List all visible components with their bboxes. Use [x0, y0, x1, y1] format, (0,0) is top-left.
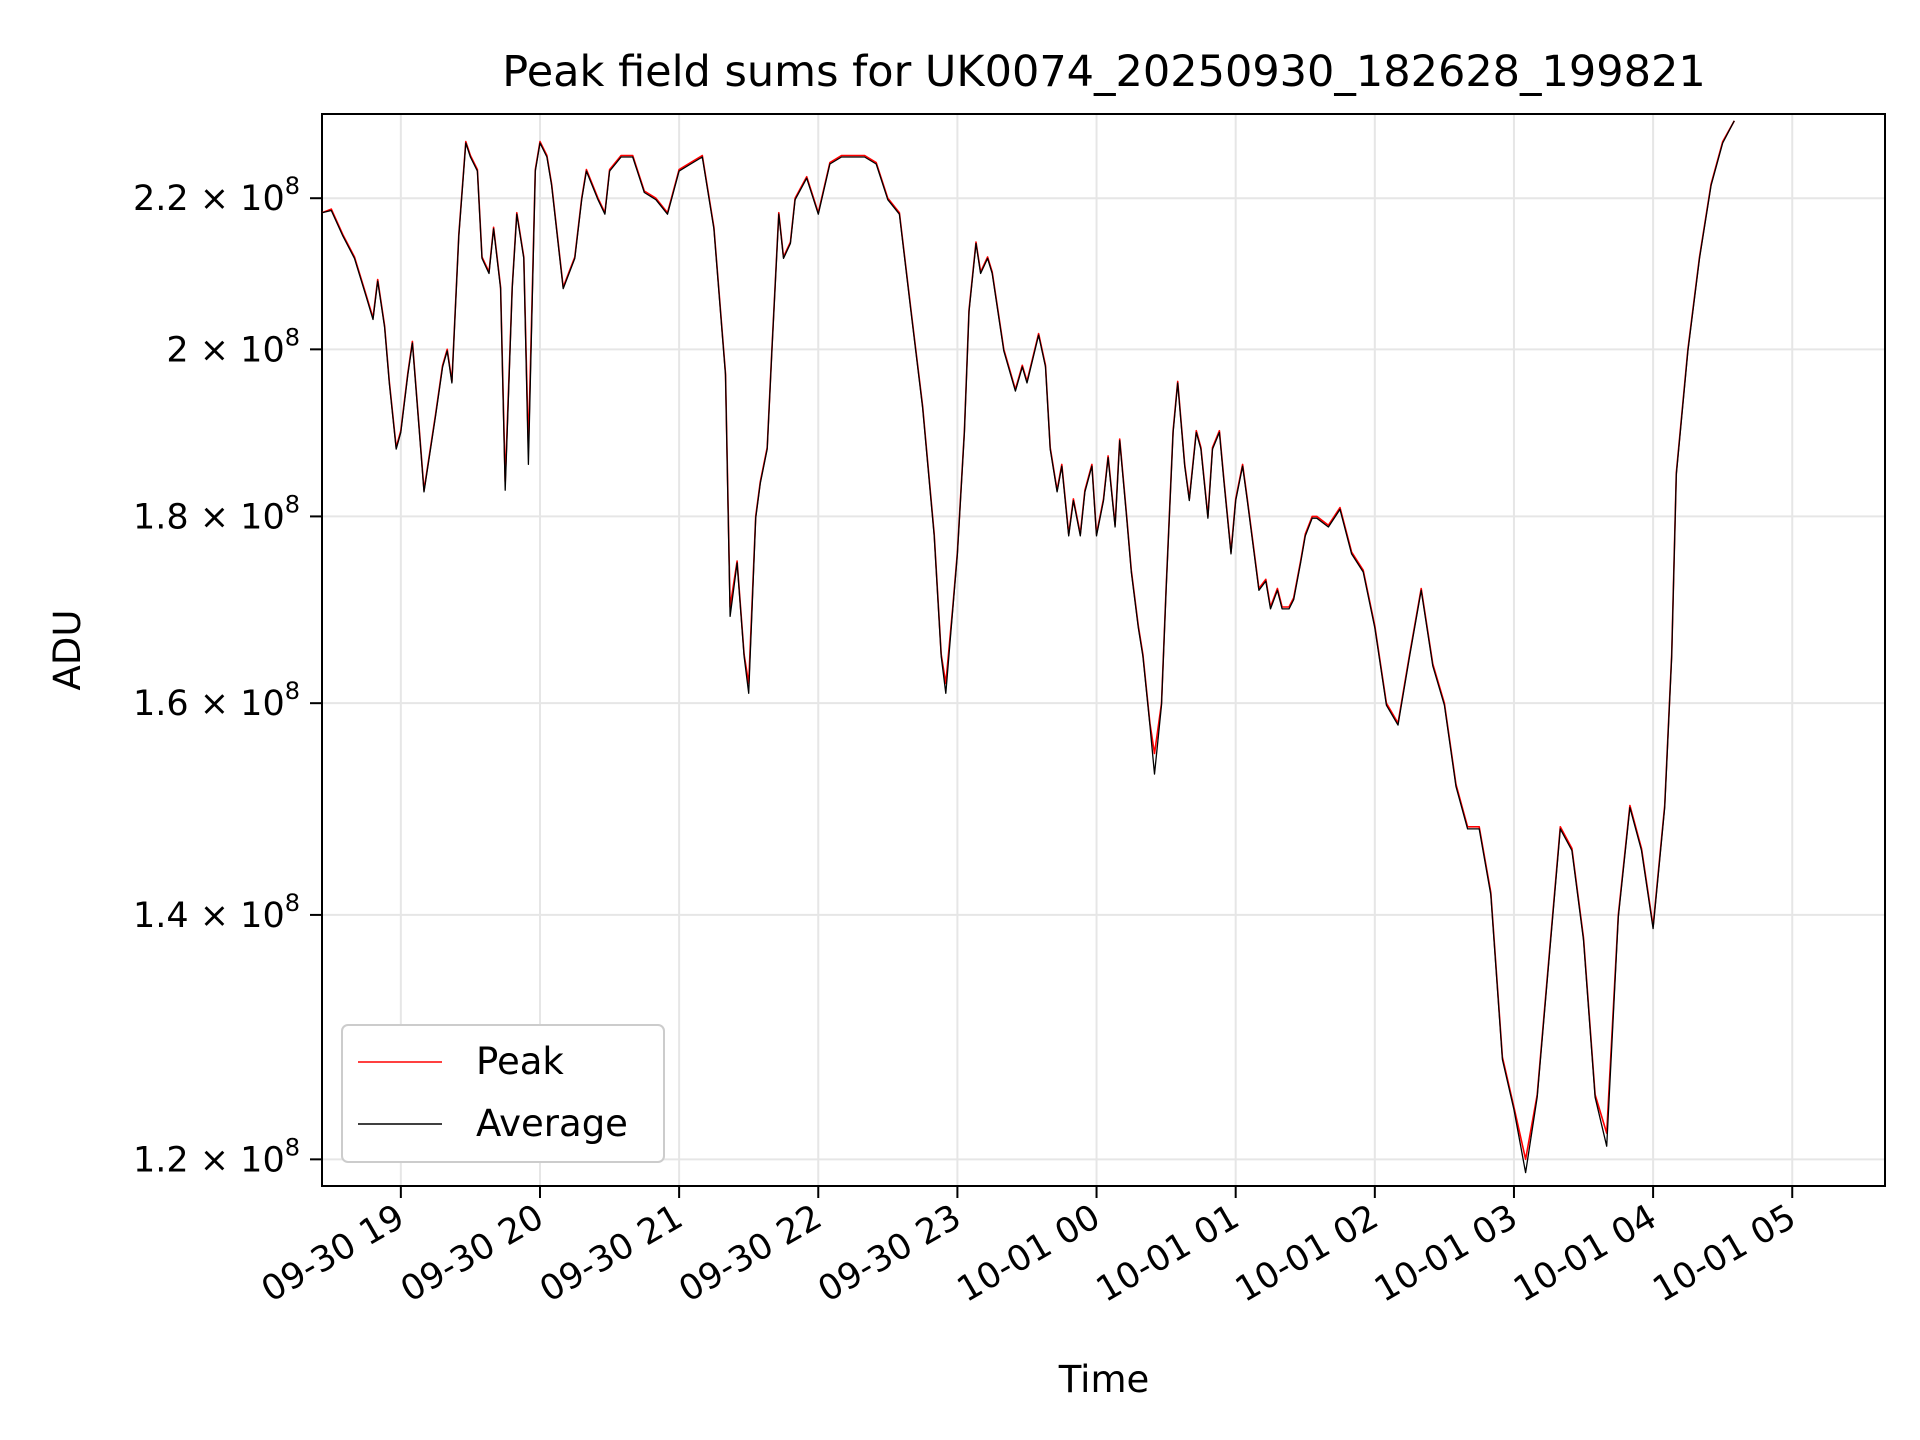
y-tick-label: 2 × 108	[166, 323, 300, 370]
series-layer	[321, 120, 1735, 1174]
x-axis-label: Time	[1058, 1358, 1150, 1401]
y-tick-label: 1.4 × 108	[133, 889, 300, 936]
y-axis-label: ADU	[46, 610, 89, 691]
y-tick-label: 1.6 × 108	[133, 677, 300, 724]
chart-title: Peak field sums for UK0074_20250930_1826…	[502, 47, 1705, 97]
y-tick-label: 2.2 × 108	[133, 172, 300, 219]
series-line-average	[321, 120, 1735, 1174]
y-tick-label: 1.8 × 108	[133, 490, 300, 537]
legend-box	[341, 1024, 665, 1163]
y-tick-label: 1.2 × 108	[133, 1133, 300, 1180]
legend-peak-label: Peak	[476, 1040, 564, 1083]
legend-average-label: Average	[476, 1102, 628, 1145]
grid	[322, 114, 1885, 1186]
legend: Peak Average	[341, 1024, 665, 1163]
plot-area	[321, 113, 1886, 1187]
